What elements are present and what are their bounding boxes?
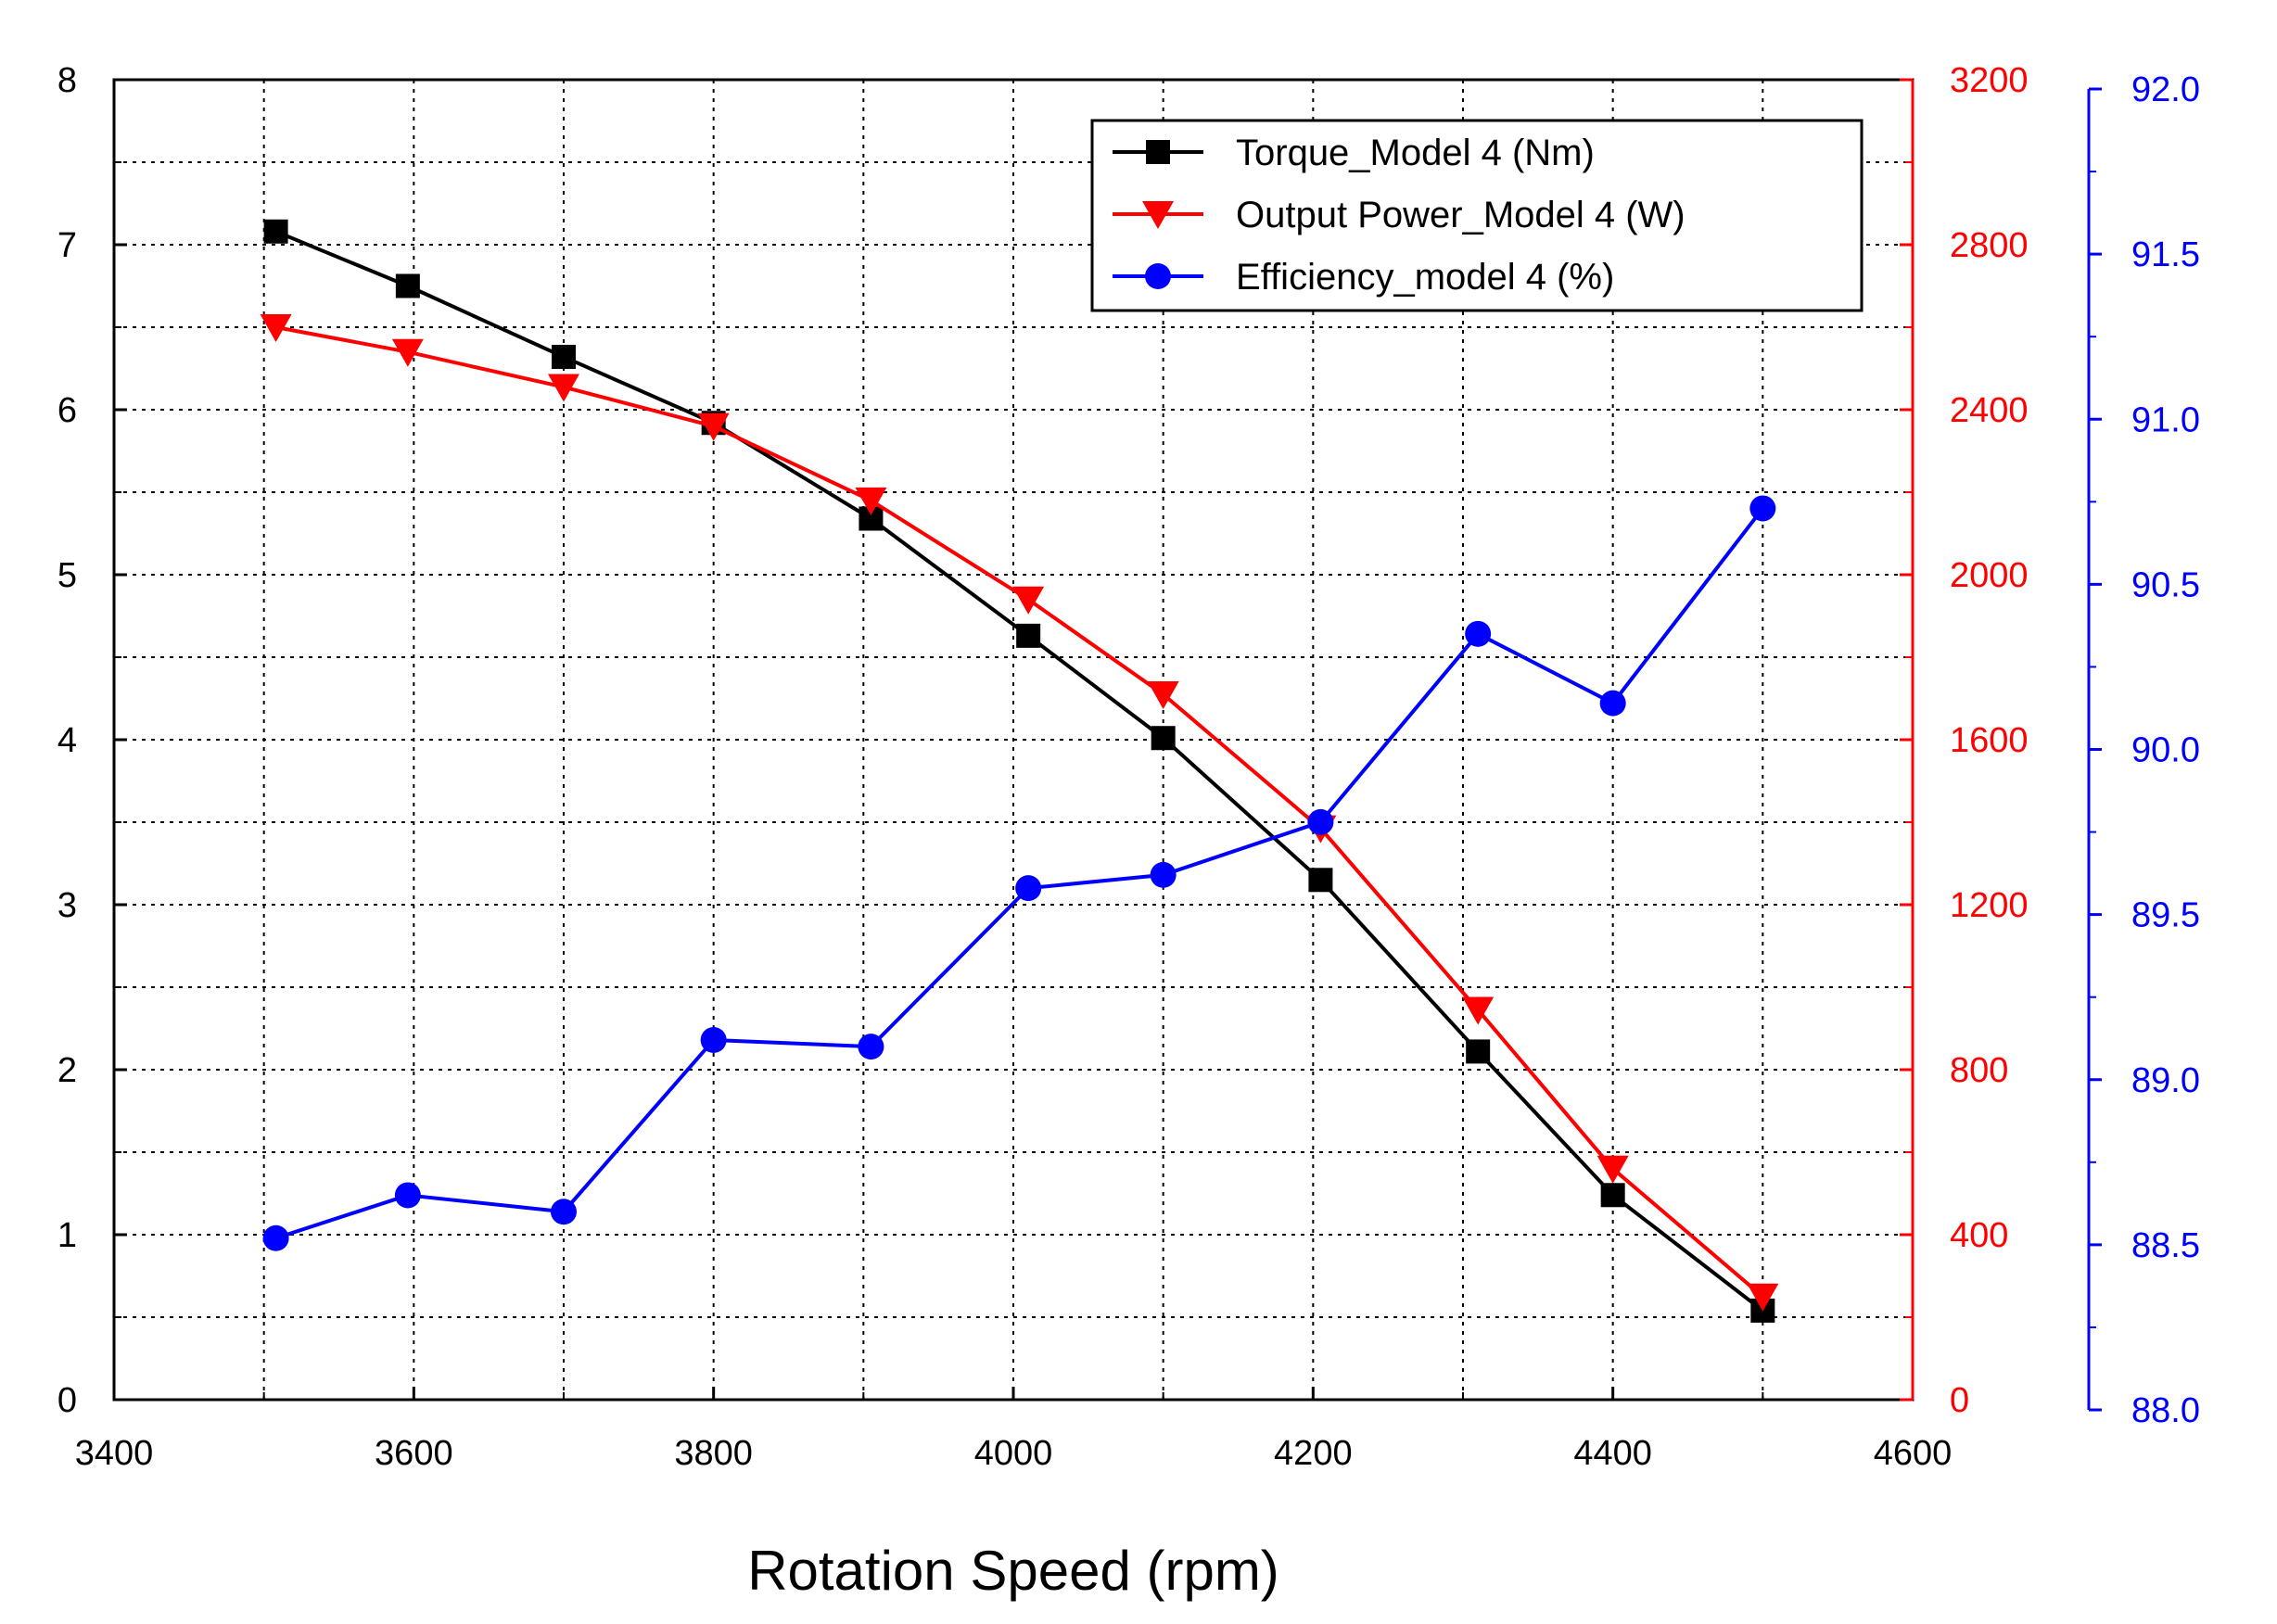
legend-marker (1145, 263, 1171, 289)
y-tick-label-power: 1600 (1950, 721, 2029, 760)
legend-label: Efficiency_model 4 (%) (1236, 257, 1614, 298)
y-tick-label-torque: 6 (57, 391, 77, 430)
data-point-efficiency (1599, 690, 1626, 717)
y-tick-label-efficiency: 89.0 (2131, 1061, 2200, 1100)
data-point-efficiency (1465, 620, 1492, 647)
y-tick-label-power: 800 (1950, 1051, 2008, 1090)
data-point-power (391, 338, 424, 367)
y-tick-label-power: 2800 (1950, 226, 2029, 265)
legend: Torque_Model 4 (Nm) Output Power_Model 4 … (1090, 119, 1864, 312)
x-tick-label: 4400 (1573, 1434, 1652, 1473)
axes-layer: 3400 3600 3800 4000 4200 4400 4600 0 1 2 3 4 5 6 7 8 0 40… (57, 61, 2200, 1473)
data-point-efficiency (1749, 495, 1776, 522)
y-tick-label-torque: 0 (57, 1381, 77, 1420)
data-point-efficiency (858, 1034, 884, 1060)
y-tick-label-power: 2000 (1950, 556, 2029, 595)
data-point-power (548, 374, 579, 402)
data-point-efficiency (1307, 808, 1334, 835)
data-point-power (1147, 681, 1179, 710)
data-point-torque (552, 345, 576, 370)
data-point-power (697, 412, 730, 441)
y-tick-label-torque: 8 (57, 61, 77, 100)
x-tick-label: 3800 (674, 1434, 753, 1473)
y-tick-label-torque: 1 (57, 1216, 77, 1255)
y-tick-label-torque: 7 (57, 226, 77, 265)
data-point-torque (1151, 726, 1176, 751)
data-point-efficiency (551, 1199, 577, 1225)
data-point-torque (1308, 868, 1333, 893)
y-tick-label-torque: 2 (57, 1051, 77, 1090)
data-point-power (1462, 996, 1495, 1025)
series-torque (263, 219, 1775, 1323)
data-point-power (260, 314, 292, 342)
x-tick-label: 3600 (375, 1434, 453, 1473)
data-point-power (1012, 586, 1045, 615)
y-tick-label-efficiency: 88.0 (2131, 1391, 2200, 1430)
y-tick-label-efficiency: 90.5 (2131, 565, 2200, 604)
data-point-power (855, 487, 887, 515)
series-layer (260, 219, 1779, 1323)
data-point-efficiency (1150, 861, 1177, 888)
data-point-efficiency (700, 1027, 727, 1053)
legend-label: Output Power_Model 4 (W) (1236, 195, 1685, 235)
data-point-torque (1466, 1039, 1491, 1064)
data-point-power (1747, 1283, 1779, 1312)
x-tick-label: 4200 (1274, 1434, 1353, 1473)
data-point-power (1596, 1155, 1629, 1184)
y-tick-label-torque: 3 (57, 886, 77, 925)
legend-box (1090, 119, 1864, 312)
data-point-torque (1600, 1183, 1625, 1208)
x-tick-label: 4000 (974, 1434, 1053, 1473)
legend-label: Torque_Model 4 (Nm) (1236, 133, 1595, 173)
data-point-torque (1016, 623, 1041, 648)
data-point-torque (395, 273, 420, 298)
data-point-efficiency (262, 1224, 289, 1251)
data-point-efficiency (394, 1182, 421, 1209)
y-tick-label-torque: 5 (57, 556, 77, 595)
y-tick-label-power: 3200 (1950, 61, 2029, 100)
x-tick-label: 4600 (1874, 1434, 1953, 1473)
y-tick-label-efficiency: 91.0 (2131, 400, 2200, 439)
legend-marker (1142, 201, 1174, 229)
data-point-torque (263, 219, 288, 244)
x-axis-title: Rotation Speed (rpm) (747, 1540, 1279, 1602)
y-tick-label-power: 2400 (1950, 391, 2029, 430)
y-tick-label-efficiency: 92.0 (2131, 70, 2200, 109)
y-tick-label-efficiency: 88.5 (2131, 1226, 2200, 1265)
y-tick-label-power: 0 (1950, 1381, 1969, 1420)
y-tick-label-efficiency: 91.5 (2131, 235, 2200, 274)
y-tick-label-power: 400 (1950, 1216, 2008, 1255)
y-tick-label-power: 1200 (1950, 886, 2029, 925)
y-tick-label-torque: 4 (57, 721, 77, 760)
y-tick-label-efficiency: 89.5 (2131, 896, 2200, 935)
y-tick-label-efficiency: 90.0 (2131, 731, 2200, 770)
legend-marker (1146, 140, 1170, 164)
data-point-efficiency (1015, 875, 1042, 902)
series-efficiency (262, 495, 1776, 1251)
x-tick-label: 3400 (75, 1434, 154, 1473)
